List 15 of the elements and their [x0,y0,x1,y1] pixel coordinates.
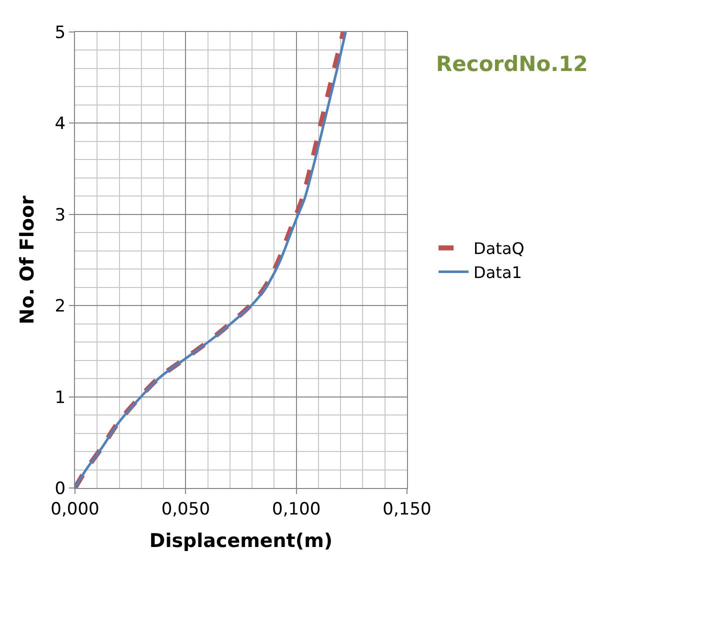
x-tick-label: 0,050 [161,499,210,520]
x-tick-label: 0,000 [50,499,100,520]
y-tick-label: 1 [54,388,66,408]
y-tick-label: 3 [54,205,66,226]
y-tick-label: 5 [54,22,66,43]
x-tick-label: 0,100 [272,499,321,520]
y-tick-label: 4 [54,114,66,134]
y-tick-label: 2 [54,296,66,317]
y-tick-label: 0 [54,478,66,499]
y-axis-title: No. Of Floor [16,194,39,324]
text: RecordNo.12 [436,52,588,76]
x-axis-title: Displacement(m) [149,530,333,552]
x-tick-label: 0,150 [382,499,432,520]
legend-label: DataQ [474,239,524,258]
legend-label: Data1 [474,262,522,282]
